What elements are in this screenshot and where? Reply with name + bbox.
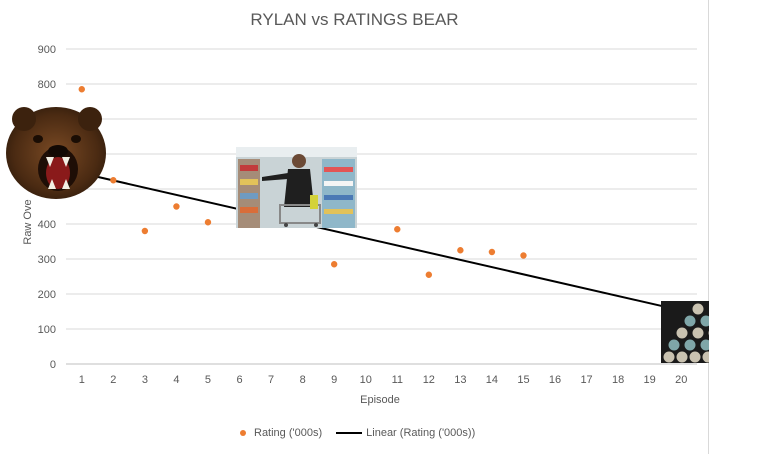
y-tick-label: 300 [38,254,56,266]
data-point [141,227,149,235]
x-tick-label: 13 [454,374,466,386]
crowd-head [700,315,709,327]
chart-title: RYLAN vs RATINGS BEAR [250,10,459,29]
data-point [488,248,496,256]
chart-area: RYLAN vs RATINGS BEAR 1 2 3 4 5 6 7 8 9 10 11 12 13 1… [6,0,709,454]
legend-label-rating: Rating ('000s) [254,427,323,439]
crowd-head [676,351,688,363]
data-point [425,271,433,278]
x-tick-label: 18 [612,374,624,386]
x-tick-label: 2 [110,374,116,386]
x-tick-label: 8 [300,374,306,386]
x-tick-label: 12 [423,374,435,386]
crowd-head [708,330,709,336]
trendline-group [81,172,682,312]
plot-svg: 1 2 3 4 5 6 7 8 9 10 11 12 13 14 15 16 17 18 19 20 01002003… [6,44,709,406]
data-point [457,247,464,254]
y-axis-title: Raw Ove [22,199,34,244]
data-point [78,86,85,93]
x-tick-label: 20 [675,374,687,386]
crowd-head [684,339,696,351]
data-points [78,86,527,278]
crowd-head [663,351,675,363]
legend: Rating ('000s) Linear (Rating ('000s)) [240,427,489,439]
x-tick-label: 14 [486,374,498,386]
x-tick-label: 15 [517,374,529,386]
y-tick-label: 400 [38,219,56,231]
x-tick-labels: 1 2 3 4 5 6 7 8 9 10 11 12 13 14 15 16 17 18 19 20 [79,374,688,386]
crowd-head [668,339,680,351]
bear-image [6,107,106,199]
data-point [330,261,338,268]
x-tick-label: 10 [360,374,372,386]
crowd-head [692,327,704,339]
legend-item-rating: Rating ('000s) [240,427,322,439]
crowd-head [700,339,709,351]
gridlines [66,48,697,365]
crowd-head [689,351,701,363]
data-point [110,177,117,184]
legend-marker-line [336,432,363,434]
data-point [520,252,527,259]
x-tick-label: 16 [549,374,561,386]
trendline [81,172,682,312]
legend-item-linear: Linear (Rating ('000s)) [336,427,475,439]
store-image [236,147,357,228]
y-tick-label: 900 [38,44,56,56]
x-tick-label: 7 [268,374,274,386]
y-tick-label: 0 [50,359,56,371]
x-tick-label: 6 [236,374,242,386]
data-point [394,226,401,233]
crowd-image [661,301,709,363]
x-axis-title: Episode [360,394,400,406]
x-tick-label: 3 [142,374,148,386]
crowd-head [684,315,696,327]
y-tick-label: 100 [38,324,56,336]
x-tick-label: 11 [392,374,403,386]
data-point [173,203,180,210]
y-tick-labels: 0100200300400500600700800900 [38,44,56,371]
y-tick-label: 200 [38,289,56,301]
x-tick-label: 1 [79,374,85,386]
x-tick-label: 19 [644,374,656,386]
data-point [204,219,212,226]
x-tick-label: 4 [173,374,179,386]
crowd-head [702,351,709,363]
legend-marker-dot [240,430,246,436]
legend-label-linear: Linear (Rating ('000s)) [366,427,476,439]
crowd-head [692,303,704,315]
crowd-head [676,327,688,339]
x-tick-label: 9 [331,374,337,386]
y-tick-label: 800 [38,79,56,91]
x-tick-label: 5 [205,374,211,386]
x-tick-label: 17 [580,374,592,386]
